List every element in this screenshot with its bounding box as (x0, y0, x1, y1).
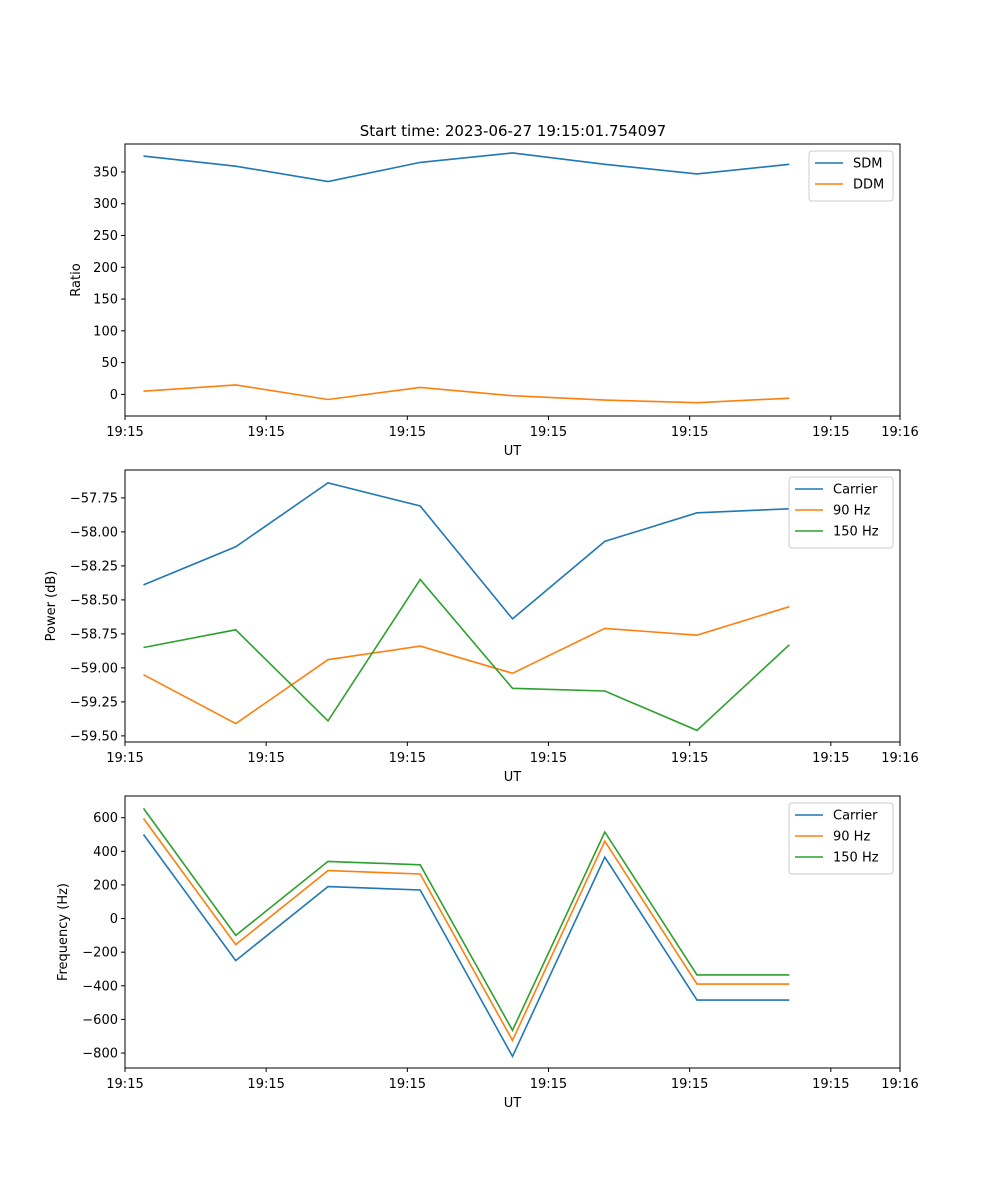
x-axis-label: UT (504, 1096, 522, 1111)
legend-label: DDM (853, 178, 884, 193)
y-tick-label: 50 (101, 356, 118, 371)
y-tick-label: 350 (93, 165, 118, 180)
legend: SDM DDM (808, 150, 894, 202)
y-axis-label: Frequency (Hz) (56, 883, 71, 981)
y-tick-label: −400 (82, 979, 118, 994)
series-line-carrier (143, 482, 790, 621)
x-tick-label: 19:15 (247, 425, 284, 440)
series-line-sdm (143, 152, 790, 183)
legend-label: Carrier (833, 809, 878, 824)
chart-panel-1: 19:15 19:15 19:15 19:15 19:15 19:15 19:16 0 50 10… (69, 143, 919, 459)
legend-label: SDM (853, 157, 882, 172)
y-tick-label: −59.50 (70, 729, 118, 744)
series-line-carrier (142, 834, 790, 1059)
y-tick-label: −200 (82, 946, 118, 961)
series-line-ddm (143, 384, 790, 404)
y-axis-label: Power (dB) (44, 571, 59, 642)
x-tick-label: 19:15 (812, 751, 849, 766)
x-tick-label: 19:15 (530, 1077, 567, 1092)
x-tick-label: 19:15 (671, 425, 708, 440)
x-tick-label: 19:15 (530, 425, 567, 440)
y-tick-label: −59.00 (70, 661, 118, 676)
legend-label: 150 Hz (833, 525, 879, 540)
chart-panel-3: 19:15 19:15 19:15 19:15 19:15 19:15 19:16 −800 −… (56, 795, 919, 1111)
series-line-150-hz (142, 807, 790, 1033)
charts-group: 19:15 19:15 19:15 19:15 19:15 19:15 19:16 0 50 10… (44, 143, 919, 1111)
x-tick-label: 19:15 (106, 1077, 143, 1092)
y-tick-label: −59.25 (70, 695, 118, 710)
x-tick-label: 19:15 (247, 751, 284, 766)
y-tick-label: 400 (93, 845, 118, 860)
y-tick-label: 0 (110, 388, 118, 403)
y-tick-label: 200 (93, 878, 118, 893)
y-tick-label: 250 (93, 229, 118, 244)
x-tick-label: 19:15 (106, 425, 143, 440)
y-tick-label: −800 (82, 1047, 118, 1062)
y-tick-label: 200 (93, 261, 118, 276)
legend: Carrier 90 Hz 150 Hz (788, 802, 894, 875)
x-tick-label: 19:15 (812, 425, 849, 440)
y-tick-label: 300 (93, 197, 118, 212)
x-tick-label: 19:15 (530, 751, 567, 766)
y-axis-label: Ratio (69, 263, 84, 296)
series-line-150-hz (143, 578, 790, 732)
series-line-90-hz (143, 605, 790, 725)
y-tick-label: −58.00 (70, 525, 118, 540)
plot-frame (124, 795, 901, 1069)
x-tick-label: 19:15 (247, 1077, 284, 1092)
series-line-90-hz (142, 818, 790, 1043)
plot-frame (124, 143, 901, 417)
y-tick-label: −58.75 (70, 627, 118, 642)
x-tick-label: 19:15 (106, 751, 143, 766)
legend: Carrier 90 Hz 150 Hz (788, 476, 894, 549)
y-tick-label: −600 (82, 1013, 118, 1028)
legend-label: 90 Hz (833, 504, 870, 519)
legend-label: 150 Hz (833, 851, 879, 866)
x-tick-label: 19:15 (389, 425, 426, 440)
y-tick-label: 600 (93, 811, 118, 826)
x-tick-label: 19:16 (881, 425, 918, 440)
y-tick-label: 150 (93, 293, 118, 308)
legend-label: 90 Hz (833, 830, 870, 845)
x-tick-label: 19:15 (812, 1077, 849, 1092)
x-tick-label: 19:15 (389, 751, 426, 766)
x-tick-label: 19:15 (389, 1077, 426, 1092)
y-tick-label: −57.75 (70, 491, 118, 506)
chart-panel-2: 19:15 19:15 19:15 19:15 19:15 19:15 19:16 −59.5… (44, 469, 919, 785)
legend-label: Carrier (833, 483, 878, 498)
x-tick-label: 19:15 (671, 1077, 708, 1092)
x-tick-label: 19:16 (881, 1077, 918, 1092)
plot-frame (124, 469, 901, 743)
figure-title: Start time: 2023-06-27 19:15:01.754097 (360, 122, 666, 140)
x-tick-label: 19:16 (881, 751, 918, 766)
y-tick-label: −58.50 (70, 593, 118, 608)
y-tick-label: −58.25 (70, 559, 118, 574)
y-tick-label: 100 (93, 324, 118, 339)
x-tick-label: 19:15 (671, 751, 708, 766)
x-axis-label: UT (504, 770, 522, 785)
y-tick-label: 0 (110, 912, 118, 927)
x-axis-label: UT (504, 444, 522, 459)
